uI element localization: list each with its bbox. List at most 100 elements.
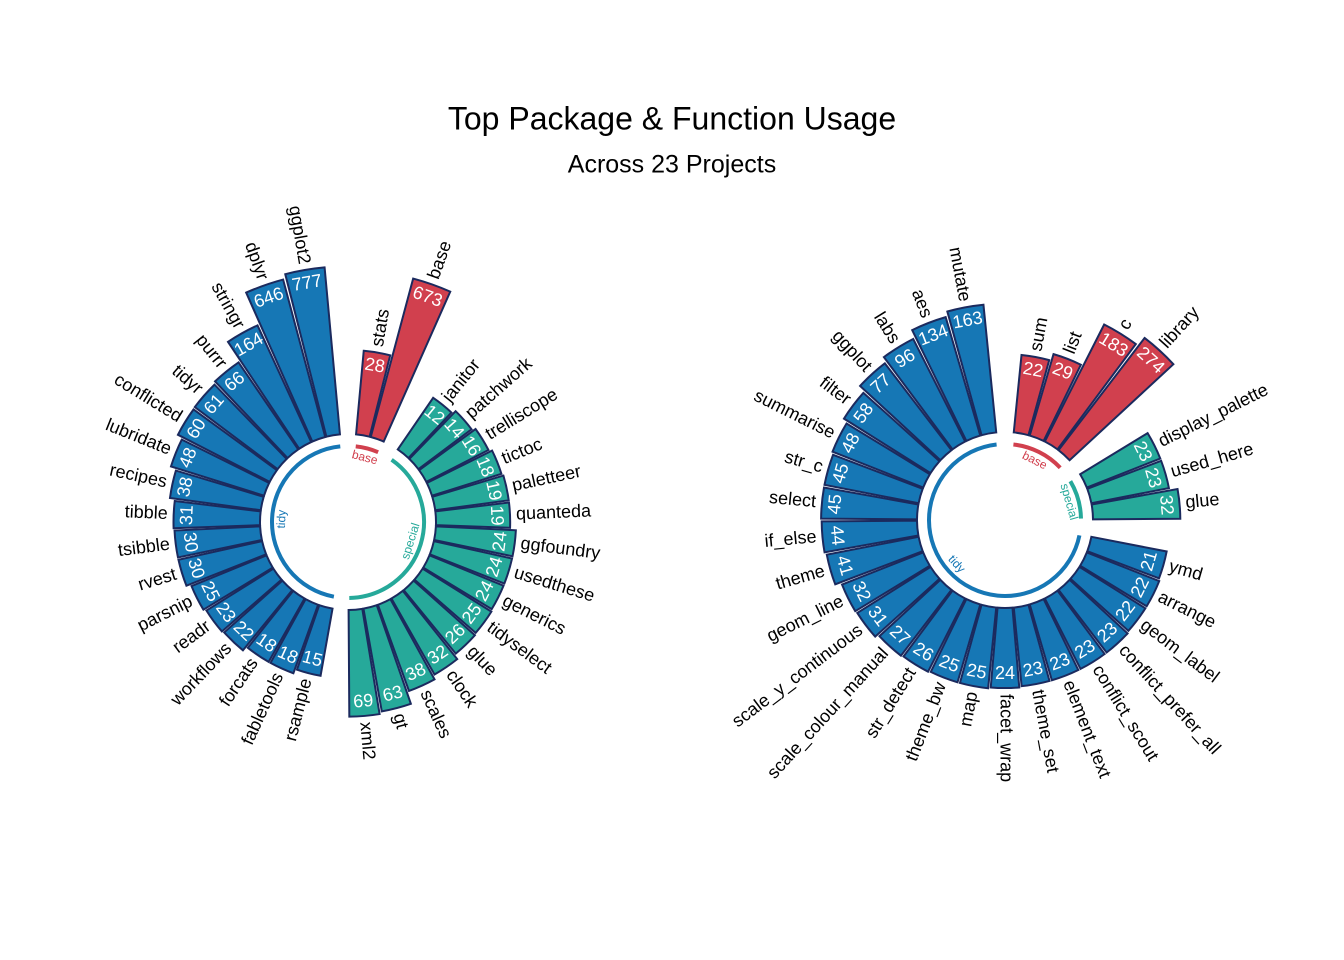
group-arc xyxy=(1013,442,1062,470)
bar xyxy=(1012,353,1051,437)
bar xyxy=(421,554,505,611)
bar xyxy=(396,396,453,460)
group-label: tidy xyxy=(274,510,289,529)
category-label: sum xyxy=(1026,316,1052,353)
bar xyxy=(825,535,924,586)
bar xyxy=(295,603,334,677)
category-label: facet_wrap xyxy=(995,694,1016,782)
category-label: rsample xyxy=(280,676,315,743)
bar xyxy=(858,361,953,462)
bar xyxy=(1086,535,1168,580)
bar xyxy=(413,567,493,635)
bar xyxy=(958,603,998,690)
bar xyxy=(172,499,262,530)
bar xyxy=(425,449,503,497)
category-label: theme xyxy=(773,561,827,594)
bar xyxy=(1078,551,1161,608)
category-label: tibble xyxy=(124,501,168,523)
category-label: glue xyxy=(1184,489,1220,512)
category-label: rvest xyxy=(136,564,179,595)
category-label: list xyxy=(1059,329,1086,357)
group-arc xyxy=(270,444,341,599)
bar xyxy=(1028,597,1080,682)
category-label: stringr xyxy=(207,279,249,332)
value-label: 19 xyxy=(487,505,508,526)
value-label: 31 xyxy=(176,505,197,526)
bar xyxy=(1078,431,1162,489)
category-label: select xyxy=(768,487,817,511)
bar xyxy=(840,551,932,613)
group-arc xyxy=(1068,480,1083,519)
category-label: tsibble xyxy=(117,534,171,560)
value-label: 15 xyxy=(300,646,324,670)
category-label: ggplot xyxy=(828,326,876,376)
bar xyxy=(390,589,459,676)
bar xyxy=(878,578,953,658)
category-label: mutate xyxy=(945,245,975,303)
value-label: 28 xyxy=(363,354,386,377)
bar xyxy=(213,361,300,460)
bar xyxy=(929,597,982,684)
bar xyxy=(855,565,941,639)
category-label: xml2 xyxy=(356,721,379,761)
category-label: quanteda xyxy=(516,500,593,523)
group-label: base xyxy=(1020,448,1050,472)
bar xyxy=(910,315,982,443)
bar xyxy=(176,407,279,484)
group-label: base xyxy=(350,447,379,467)
category-label: tidyr xyxy=(168,361,207,398)
bar xyxy=(246,589,306,664)
category-label: if_else xyxy=(764,526,818,552)
bar xyxy=(362,603,413,713)
bar xyxy=(193,383,289,471)
category-label: scales xyxy=(416,687,455,742)
bar xyxy=(173,525,264,559)
bar xyxy=(222,579,294,652)
category-label: tictoc xyxy=(499,434,545,468)
bar xyxy=(882,337,967,451)
category-label: str_c xyxy=(782,447,825,478)
value-label: 24 xyxy=(995,663,1015,683)
category-label: ymd xyxy=(1167,556,1205,585)
value-label: 38 xyxy=(173,475,197,499)
value-label: 19 xyxy=(482,479,506,503)
bar xyxy=(369,277,452,443)
bar xyxy=(989,606,1021,690)
bar xyxy=(177,539,268,587)
bar xyxy=(205,567,283,633)
value-label: 25 xyxy=(965,660,988,683)
category-label: stats xyxy=(367,307,393,348)
category-label: display_palette xyxy=(1155,379,1272,451)
bar xyxy=(831,422,932,489)
category-label: lubridate xyxy=(103,414,175,458)
chart-title: Top Package & Function Usage xyxy=(448,100,896,136)
bar xyxy=(407,409,473,471)
bar xyxy=(190,554,275,612)
category-label: conflict_prefer_all xyxy=(1114,640,1225,758)
value-label: 24 xyxy=(488,530,510,552)
group-arc xyxy=(355,444,379,455)
bar xyxy=(269,597,320,675)
bar xyxy=(1043,589,1107,671)
category-label: aes xyxy=(908,286,937,320)
bar xyxy=(820,486,920,521)
category-label: base xyxy=(423,238,455,281)
bar xyxy=(354,349,392,438)
bar xyxy=(842,391,941,475)
bar xyxy=(1069,565,1147,633)
bar xyxy=(432,525,517,558)
value-label: 69 xyxy=(352,690,374,712)
bar xyxy=(823,453,924,505)
bar xyxy=(428,539,514,585)
bar xyxy=(820,519,920,554)
category-label: filter xyxy=(816,372,855,408)
category-label: purrr xyxy=(192,330,231,372)
bar xyxy=(1043,323,1138,451)
category-label: recipes xyxy=(108,460,169,492)
group-label: special xyxy=(398,521,422,561)
bar xyxy=(169,438,271,497)
category-label: glue xyxy=(464,641,502,679)
bar xyxy=(284,266,342,438)
value-label: 23 xyxy=(1021,657,1044,680)
